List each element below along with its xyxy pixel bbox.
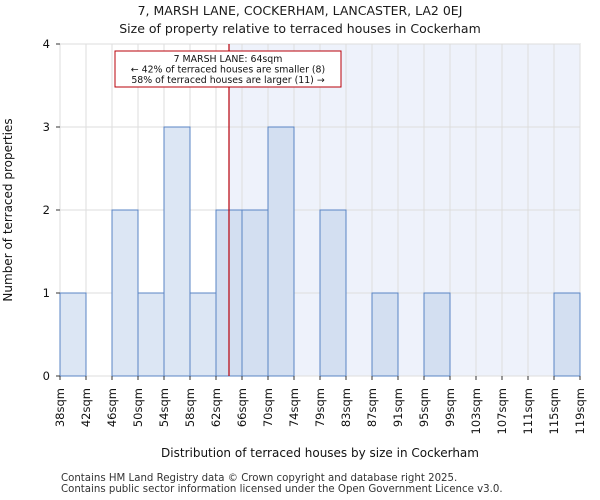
x-tick-label: 42sqm [79, 388, 93, 427]
attribution-line-2: Contains public sector information licen… [61, 484, 503, 495]
x-tick-label: 83sqm [339, 388, 353, 427]
histogram-bar [553, 292, 581, 377]
histogram-bar [267, 126, 295, 377]
chart-title: 7, MARSH LANE, COCKERHAM, LANCASTER, LA2… [137, 3, 463, 18]
chart-subtitle: Size of property relative to terraced ho… [119, 21, 481, 36]
x-tick-label: 99sqm [443, 388, 457, 427]
x-tick-label: 46sqm [105, 388, 119, 427]
x-tick-label: 87sqm [365, 388, 379, 427]
x-tick-label: 107sqm [495, 388, 509, 434]
x-tick-label: 66sqm [235, 388, 249, 427]
annotation-text: ← 42% of terraced houses are smaller (8) [131, 65, 325, 76]
x-tick-label: 79sqm [313, 388, 327, 427]
y-tick-label: 0 [43, 369, 50, 383]
y-tick-label: 4 [43, 37, 50, 51]
annotation-box [114, 50, 342, 88]
histogram-bar [371, 292, 399, 377]
x-tick-label: 74sqm [287, 388, 301, 427]
histogram-bar [241, 209, 269, 377]
x-tick-label: 70sqm [261, 388, 275, 427]
attribution-line-1: Contains HM Land Registry data © Crown c… [61, 473, 458, 484]
x-axis-label: Distribution of terraced houses by size … [161, 446, 479, 460]
x-tick-label: 54sqm [157, 388, 171, 427]
x-tick-label: 111sqm [521, 388, 535, 434]
annotation-text: 7 MARSH LANE: 64sqm [174, 54, 283, 65]
x-tick-label: 50sqm [131, 388, 145, 427]
histogram-bar [59, 292, 87, 377]
histogram-bar [111, 209, 139, 377]
histogram-bar [189, 292, 217, 377]
histogram-bar [423, 292, 451, 377]
x-tick-label: 91sqm [391, 388, 405, 427]
y-tick-label: 2 [43, 203, 50, 217]
y-tick-label: 3 [43, 120, 50, 134]
histogram-bar [137, 292, 165, 377]
attribution-footer: Contains HM Land Registry data © Crown c… [61, 473, 503, 495]
x-tick-label: 95sqm [417, 388, 431, 427]
x-tick-label: 119sqm [573, 388, 587, 434]
y-axis-label: Number of terraced properties [1, 118, 15, 301]
x-tick-label: 38sqm [53, 388, 67, 427]
x-tick-label: 58sqm [183, 388, 197, 427]
x-tick-label: 115sqm [547, 388, 561, 434]
histogram-bar [163, 126, 191, 377]
x-tick-label: 103sqm [469, 388, 483, 434]
x-tick-label: 62sqm [209, 388, 223, 427]
chart-title-block: 7, MARSH LANE, COCKERHAM, LANCASTER, LA2… [0, 2, 600, 38]
histogram-bar [319, 209, 347, 377]
y-tick-label: 1 [43, 286, 50, 300]
annotation-text: 58% of terraced houses are larger (11) → [131, 75, 325, 86]
